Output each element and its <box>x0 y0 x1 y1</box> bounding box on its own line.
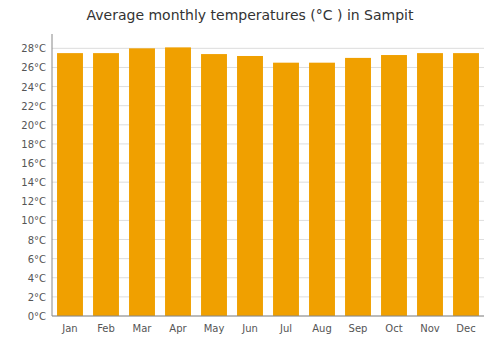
y-tick-label: 12°C <box>21 196 46 207</box>
x-tick-label: Jun <box>241 323 258 334</box>
bar <box>129 48 155 316</box>
x-tick-label: Dec <box>456 323 475 334</box>
x-tick-label: Jul <box>279 323 292 334</box>
y-axis-line <box>52 34 53 316</box>
y-tick-label: 20°C <box>21 120 46 131</box>
y-tick-label: 8°C <box>28 235 46 246</box>
y-tick-label: 28°C <box>21 43 46 54</box>
x-tick-label: Feb <box>97 323 115 334</box>
x-axis-line <box>52 316 484 317</box>
bar <box>381 55 407 316</box>
y-tick-label: 10°C <box>21 215 46 226</box>
bar <box>417 53 443 316</box>
x-tick-label: Jan <box>61 323 77 334</box>
bar <box>57 53 83 316</box>
y-tick-label: 18°C <box>21 139 46 150</box>
x-tick-label: Mar <box>133 323 153 334</box>
chart-container: Average monthly temperatures (°C ) in Sa… <box>0 0 500 350</box>
x-tick-label: May <box>204 323 225 334</box>
y-tick-label: 16°C <box>21 158 46 169</box>
bar <box>201 54 227 316</box>
grid-line <box>52 316 484 317</box>
y-tick-label: 4°C <box>28 273 46 284</box>
bar <box>93 53 119 316</box>
chart-title: Average monthly temperatures (°C ) in Sa… <box>87 7 414 23</box>
x-tick-label: Aug <box>312 323 332 334</box>
bar <box>345 58 371 316</box>
grid-line <box>52 48 484 49</box>
x-tick-label: Oct <box>385 323 402 334</box>
x-tick-label: Nov <box>420 323 440 334</box>
x-axis-ticks: Jan Feb Mar Apr May Jun Jul Aug Sep Oct Nov Dec <box>61 323 475 334</box>
bar <box>237 56 263 316</box>
bar <box>453 53 479 316</box>
chart-svg: Average monthly temperatures (°C ) in Sa… <box>0 0 500 350</box>
x-tick-label: Sep <box>349 323 368 334</box>
bar <box>309 63 335 316</box>
y-tick-label: 24°C <box>21 82 46 93</box>
bars <box>57 47 479 316</box>
y-axis-ticks: 0°C 2°C 4°C 6°C 8°C 10°C 12°C 14°C 16°C 18°C 20°C 2… <box>21 43 46 322</box>
y-tick-label: 6°C <box>28 254 46 265</box>
y-tick-label: 2°C <box>28 292 46 303</box>
y-tick-label: 26°C <box>21 62 46 73</box>
grid <box>52 48 484 316</box>
y-tick-label: 14°C <box>21 177 46 188</box>
y-tick-label: 0°C <box>28 311 46 322</box>
bar <box>165 47 191 316</box>
x-tick-label: Apr <box>169 323 187 334</box>
bar <box>273 63 299 316</box>
y-tick-label: 22°C <box>21 101 46 112</box>
